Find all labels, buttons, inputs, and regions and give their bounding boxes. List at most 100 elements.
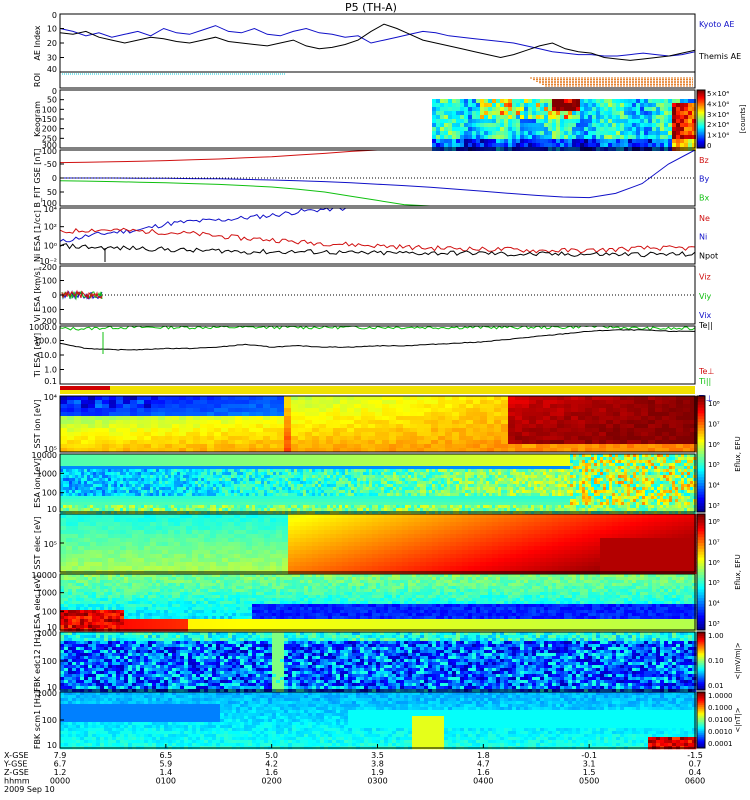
spectrogram-cell	[378, 505, 382, 509]
spectrogram-cell	[156, 487, 160, 491]
spectrogram-cell	[417, 505, 421, 509]
keogram-cell	[596, 127, 600, 131]
spectrogram-cell	[606, 432, 614, 437]
spectrogram-cell	[117, 508, 121, 512]
spectrogram-cell	[327, 487, 331, 491]
spectrogram-cell	[144, 472, 148, 476]
spectrogram-cell	[249, 408, 257, 413]
spectrogram-cell	[151, 436, 159, 441]
spectrogram-cell	[450, 463, 454, 467]
keogram-cell	[452, 127, 456, 131]
spectrogram-cell	[452, 432, 460, 437]
keogram-cell	[560, 119, 564, 123]
keogram-cell	[516, 115, 520, 119]
spectrogram-cell	[360, 475, 364, 479]
spectrogram-cell	[114, 457, 118, 461]
spectrogram-cell	[627, 404, 635, 409]
spectrogram-cell	[234, 481, 238, 485]
spectrogram-cell	[381, 469, 385, 473]
spectrogram-cell	[228, 454, 232, 458]
spectrogram-cell	[315, 478, 319, 482]
spectrogram-cell	[276, 502, 280, 506]
spectrogram-cell	[459, 475, 463, 479]
spectrogram-cell	[319, 428, 327, 433]
spectrogram-cell	[210, 475, 214, 479]
spectrogram-cell	[243, 496, 247, 500]
spectrogram-cell	[249, 463, 253, 467]
keogram-cell	[672, 99, 676, 103]
spectrogram-cell	[585, 440, 593, 445]
spectrogram-cell	[382, 408, 390, 413]
spectrogram-cell	[198, 457, 202, 461]
keogram-cell	[576, 131, 580, 135]
spectrogram-cell	[137, 400, 145, 405]
spectrogram-cell	[347, 440, 355, 445]
spectrogram-cell	[225, 466, 229, 470]
spectrogram-cell	[339, 490, 343, 494]
spectrogram-cell	[243, 484, 247, 488]
spectrogram-cell	[81, 420, 89, 425]
keogram-cell	[432, 115, 436, 119]
spectrogram-cell	[193, 420, 201, 425]
spectrogram-cell	[429, 475, 433, 479]
keogram-cell	[516, 107, 520, 111]
spectrogram-cell	[627, 440, 635, 445]
spectrogram-cell	[102, 420, 110, 425]
spectrogram-cell	[96, 475, 100, 479]
keogram-cell	[476, 135, 480, 139]
spectrogram-cell	[345, 496, 349, 500]
keogram-cell	[604, 119, 608, 123]
keogram-cell	[632, 127, 636, 131]
keogram-cell	[684, 131, 688, 135]
spectrogram-cell	[291, 508, 295, 512]
keogram-cell	[464, 107, 468, 111]
spectrogram-cell	[508, 420, 516, 425]
spectrogram-cell	[369, 499, 373, 503]
spectrogram-cell	[126, 463, 130, 467]
spectrogram-cell	[279, 484, 283, 488]
spectrogram-cell	[246, 466, 250, 470]
y-tick-label: 50	[47, 188, 57, 197]
spectrogram-cell	[84, 475, 88, 479]
keogram-cell	[492, 139, 496, 143]
spectrogram-cell	[207, 408, 215, 413]
keogram-cell	[452, 107, 456, 111]
spectrogram-cell	[81, 400, 89, 405]
spectrogram-cell	[90, 463, 94, 467]
keogram-cell	[640, 107, 644, 111]
spectrogram-cell	[198, 460, 202, 464]
spectrogram-cell	[150, 496, 154, 500]
keogram-cell	[524, 123, 528, 127]
keogram-cell	[536, 119, 540, 123]
keogram-cell	[648, 103, 652, 107]
spectrogram-cell	[114, 469, 118, 473]
spectrogram-cell	[66, 511, 70, 515]
spectrogram-cell	[438, 490, 442, 494]
spectrogram-cell	[330, 490, 334, 494]
spectrogram-cell	[342, 496, 346, 500]
spectrogram-cell	[354, 469, 358, 473]
spectrogram-cell	[258, 478, 262, 482]
colorbar-cell	[697, 133, 705, 136]
spectrogram-cell	[363, 511, 367, 515]
keogram-cell	[508, 111, 512, 115]
spectrogram-cell	[357, 475, 361, 479]
spectrogram-cell	[318, 511, 322, 515]
keogram-cell	[524, 127, 528, 131]
spectrogram-cell	[327, 481, 331, 485]
keogram-cell	[584, 131, 588, 135]
spectrogram-cell	[396, 499, 400, 503]
spectrogram-cell	[333, 436, 341, 441]
spectrogram-cell	[231, 463, 235, 467]
spectrogram-cell	[242, 444, 250, 449]
spectrogram-cell	[135, 502, 139, 506]
spectrogram-cell	[291, 396, 299, 401]
keogram-cell	[548, 127, 552, 131]
spectrogram-cell	[273, 487, 277, 491]
keogram-cell	[436, 135, 440, 139]
spectrogram-cell	[144, 478, 148, 482]
spectrogram-cell	[333, 408, 341, 413]
keogram-cell	[632, 131, 636, 135]
spectrogram-cell	[399, 481, 403, 485]
spectrogram-cell	[95, 404, 103, 409]
